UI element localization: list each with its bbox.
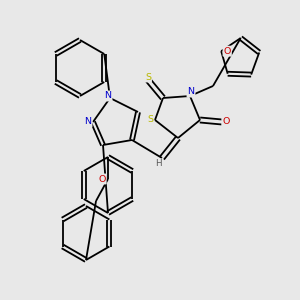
Text: O: O	[222, 118, 230, 127]
Text: N: N	[85, 118, 92, 127]
Text: N: N	[188, 88, 194, 97]
Text: H: H	[155, 160, 161, 169]
Text: S: S	[147, 116, 153, 124]
Text: S: S	[145, 73, 151, 82]
Text: O: O	[98, 175, 106, 184]
Text: N: N	[104, 92, 112, 100]
Text: O: O	[224, 47, 231, 56]
